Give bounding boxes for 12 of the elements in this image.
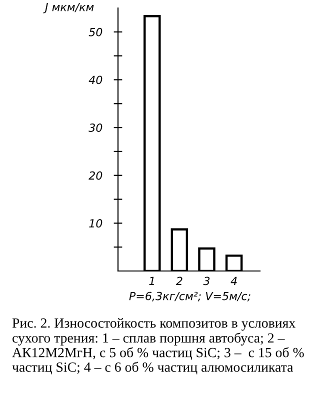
y-tick-label: 40 [88,76,102,84]
x-tick-label: 1 [149,276,154,285]
x-tick-label: 3 [203,276,210,286]
y-tick-label: 20 [88,171,102,180]
y-tick-label: 50 [88,28,102,36]
x-tick-label: 2 [176,276,182,285]
y-axis-title: J мкм/км [43,2,94,14]
text: Рис. 2. Износостойкость композитов в условиях сухого трения: 1 – сплав поршня автобуса; 2 – АК12М2МгН, с 5 об % частиц SiC; 3 – с 15 об % частиц SiC; 4 – с 6 об % частиц алюмосиликата [12,318,304,374]
x-tick-label: 4 [230,276,237,285]
y-tick-label: 10 [89,219,102,228]
x-axis-title: P=6,3кг/см²; V=5м/с; [129,292,250,302]
y-tick-label: 30 [88,124,102,132]
